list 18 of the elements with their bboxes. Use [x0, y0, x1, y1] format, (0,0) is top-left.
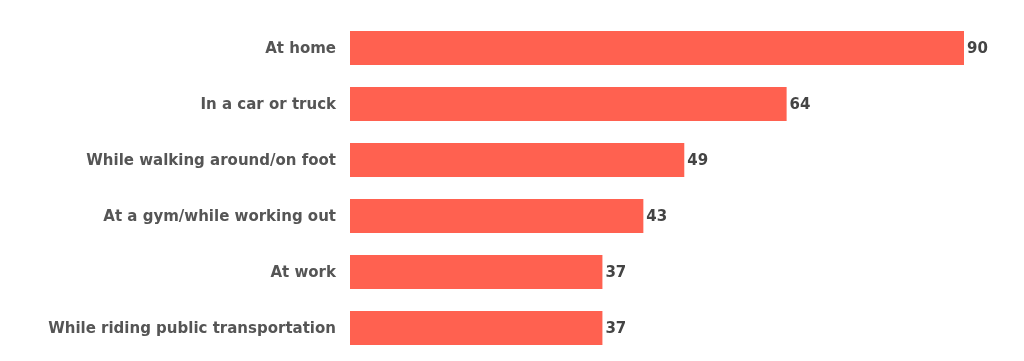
y-tick-label: At a gym/while working out: [103, 207, 336, 226]
data-label: 37: [605, 263, 627, 282]
bar: [350, 143, 685, 177]
bar: [350, 311, 603, 345]
y-tick-label: At home: [265, 39, 336, 58]
y-tick-label: While riding public transportation: [48, 319, 336, 338]
data-label: 49: [687, 151, 709, 170]
y-tick-label: In a car or truck: [200, 95, 338, 114]
data-label: 37: [605, 319, 627, 338]
bar: [350, 199, 644, 233]
data-label: 90: [967, 39, 988, 58]
bar: [350, 31, 964, 65]
data-label: 43: [646, 207, 668, 226]
y-tick-label: At work: [270, 263, 338, 282]
bar: [350, 87, 787, 121]
data-label: 64: [789, 95, 811, 114]
y-tick-label: While walking around/on foot: [86, 151, 336, 170]
bar: [350, 255, 603, 289]
